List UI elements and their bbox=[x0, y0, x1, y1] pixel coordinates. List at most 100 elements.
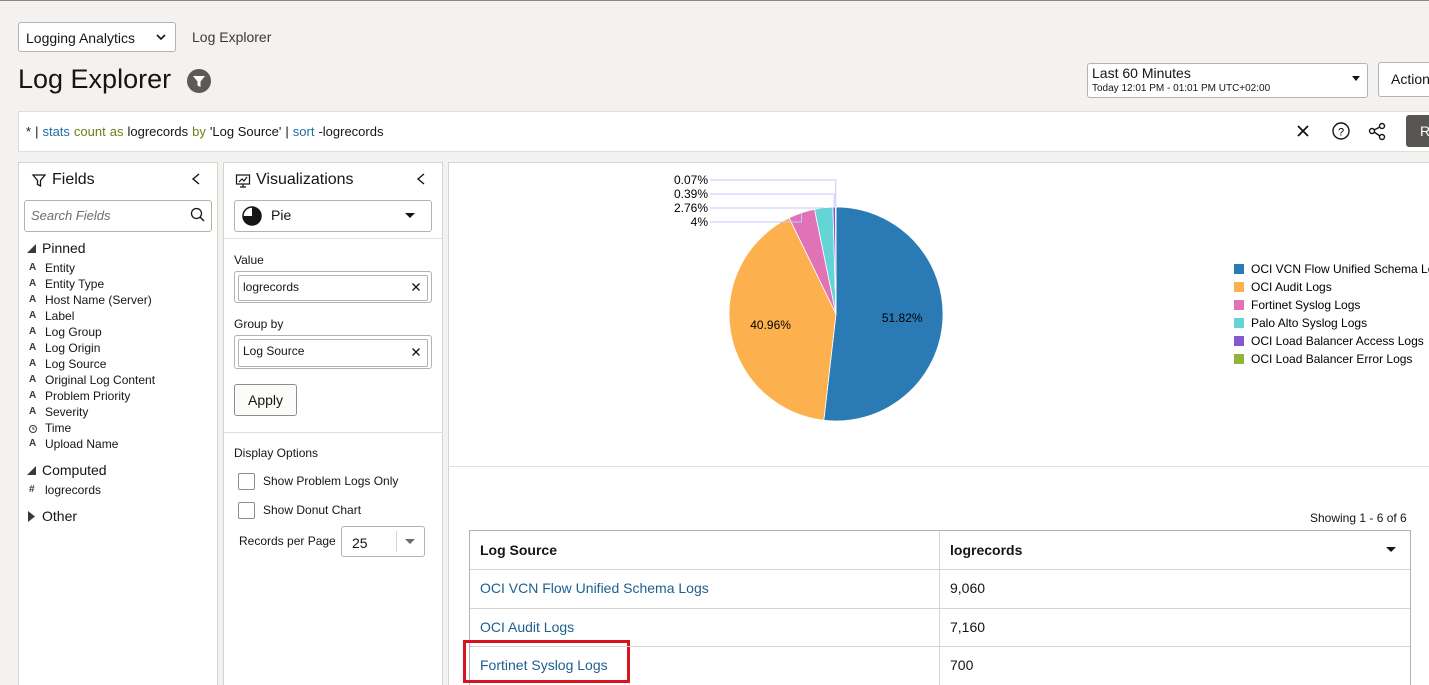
field-type-icon: A bbox=[29, 390, 37, 401]
checkbox[interactable] bbox=[238, 502, 255, 519]
query-icons: ? bbox=[1297, 122, 1386, 141]
field-item[interactable]: Upload Name bbox=[45, 437, 119, 451]
visualization-area bbox=[448, 162, 1429, 685]
legend-swatch bbox=[1234, 336, 1244, 346]
collapse-chevron[interactable] bbox=[415, 172, 427, 186]
pie-icon bbox=[242, 206, 262, 226]
row-divider bbox=[470, 569, 1410, 570]
field-type-icon: A bbox=[29, 310, 37, 321]
query-token: 'Log Source' bbox=[209, 124, 282, 139]
expanded-triangle[interactable] bbox=[26, 242, 38, 256]
page-title: Log Explorer bbox=[18, 64, 172, 94]
viz-icon bbox=[235, 174, 251, 188]
field-group[interactable]: Other bbox=[42, 508, 78, 524]
column-header[interactable]: Log Source bbox=[480, 542, 558, 558]
collapse-chevron[interactable] bbox=[190, 172, 202, 186]
field-type-icon: A bbox=[29, 278, 37, 289]
legend-swatch bbox=[1234, 354, 1244, 364]
chart-type-label[interactable]: Pie bbox=[271, 207, 292, 223]
log-source-link[interactable]: OCI Audit Logs bbox=[480, 618, 575, 635]
leader-line bbox=[710, 212, 803, 223]
field-item[interactable]: Entity bbox=[45, 261, 76, 275]
field-item[interactable]: Severity bbox=[45, 405, 89, 419]
run-label[interactable]: R bbox=[1420, 123, 1429, 139]
log-source-link[interactable]: Fortinet Syslog Logs bbox=[480, 657, 608, 673]
dropdown-caret bbox=[405, 539, 415, 544]
divider bbox=[448, 466, 1429, 467]
display-options-label: Display Options bbox=[234, 446, 319, 460]
field-item[interactable]: Log Origin bbox=[45, 341, 101, 355]
apply-button[interactable] bbox=[234, 384, 297, 416]
time-range[interactable]: Last 60 Minutes bbox=[1092, 65, 1191, 81]
leader-line bbox=[710, 193, 835, 208]
field-item[interactable]: Original Log Content bbox=[45, 373, 156, 387]
legend-swatch bbox=[1234, 318, 1244, 328]
clear-icon[interactable] bbox=[1297, 125, 1309, 137]
actions-button[interactable] bbox=[1378, 62, 1429, 97]
filter-icon bbox=[31, 174, 47, 188]
legend-label: Palo Alto Syslog Logs bbox=[1251, 316, 1367, 330]
highlight-box bbox=[463, 640, 630, 683]
run-button[interactable] bbox=[1406, 115, 1429, 147]
help-icon[interactable] bbox=[1332, 122, 1350, 140]
legend-label: OCI Load Balancer Error Logs bbox=[1251, 352, 1412, 366]
query-bar[interactable] bbox=[18, 111, 1429, 152]
field-item[interactable]: Log Source bbox=[45, 357, 107, 371]
chart-type-select[interactable] bbox=[234, 200, 432, 232]
group-by-box bbox=[234, 335, 432, 369]
pie-slice bbox=[823, 206, 944, 422]
time-picker[interactable] bbox=[1087, 63, 1368, 98]
field-group[interactable]: Pinned bbox=[42, 240, 86, 256]
group-by-label: Group by bbox=[234, 317, 284, 331]
field-item[interactable]: logrecords bbox=[45, 483, 102, 497]
field-item[interactable]: Problem Priority bbox=[45, 389, 131, 403]
field-item[interactable]: Log Group bbox=[45, 325, 102, 339]
field-type-icon: A bbox=[29, 326, 37, 337]
share-icon[interactable] bbox=[1368, 122, 1386, 141]
legend-swatch bbox=[1234, 300, 1244, 310]
field-type-icon: A bbox=[29, 262, 37, 273]
option-label[interactable]: Show Problem Logs Only bbox=[263, 474, 399, 488]
search-icon bbox=[190, 207, 205, 222]
field-group[interactable]: Computed bbox=[42, 462, 107, 478]
leader-line bbox=[710, 179, 837, 208]
field-item[interactable]: Label bbox=[45, 309, 75, 323]
query-token: count bbox=[73, 124, 106, 139]
divider bbox=[223, 238, 443, 239]
remove-icon[interactable] bbox=[411, 347, 421, 357]
app-selector-label[interactable]: Logging Analytics bbox=[26, 30, 135, 46]
collapsed-triangle[interactable] bbox=[26, 510, 38, 524]
field-type-icon: A bbox=[29, 294, 37, 305]
app-selector[interactable] bbox=[18, 22, 176, 52]
field-item[interactable]: Host Name (Server) bbox=[45, 293, 152, 307]
column-header[interactable]: logrecords bbox=[950, 542, 1023, 558]
cell-value: 9,060 bbox=[950, 580, 986, 596]
checkbox[interactable] bbox=[238, 473, 255, 490]
fields-panel bbox=[18, 162, 218, 685]
time-icon bbox=[29, 425, 37, 433]
sort-caret[interactable] bbox=[1385, 545, 1397, 555]
query-token: sort bbox=[292, 124, 315, 139]
filter-badge[interactable] bbox=[186, 68, 212, 94]
slice-label: 4% bbox=[691, 215, 709, 229]
slice-label: 40.96% bbox=[750, 318, 791, 332]
apply-label[interactable]: Apply bbox=[248, 392, 284, 408]
records-per-page-select[interactable] bbox=[341, 526, 425, 557]
value-field: logrecords bbox=[243, 280, 300, 294]
field-item[interactable]: Time bbox=[45, 421, 72, 435]
breadcrumb[interactable]: Log Explorer bbox=[192, 29, 272, 45]
cell-value: 700 bbox=[950, 657, 974, 673]
log-source-link[interactable]: OCI VCN Flow Unified Schema Logs bbox=[480, 580, 709, 596]
legend-swatch bbox=[1234, 264, 1244, 274]
legend-label: OCI Audit Logs bbox=[1251, 280, 1332, 294]
query-token: by bbox=[192, 124, 206, 139]
search-fields-input[interactable] bbox=[24, 200, 212, 232]
remove-icon[interactable] bbox=[411, 282, 421, 292]
field-item[interactable]: Entity Type bbox=[45, 277, 105, 291]
expanded-triangle[interactable] bbox=[26, 464, 38, 478]
legend-label: OCI Load Balancer Access Logs bbox=[1251, 334, 1424, 348]
option-label[interactable]: Show Donut Chart bbox=[263, 503, 362, 517]
actions-label[interactable]: Action bbox=[1391, 71, 1429, 87]
search-placeholder: Search Fields bbox=[31, 208, 111, 223]
dropdown-caret bbox=[156, 34, 166, 41]
